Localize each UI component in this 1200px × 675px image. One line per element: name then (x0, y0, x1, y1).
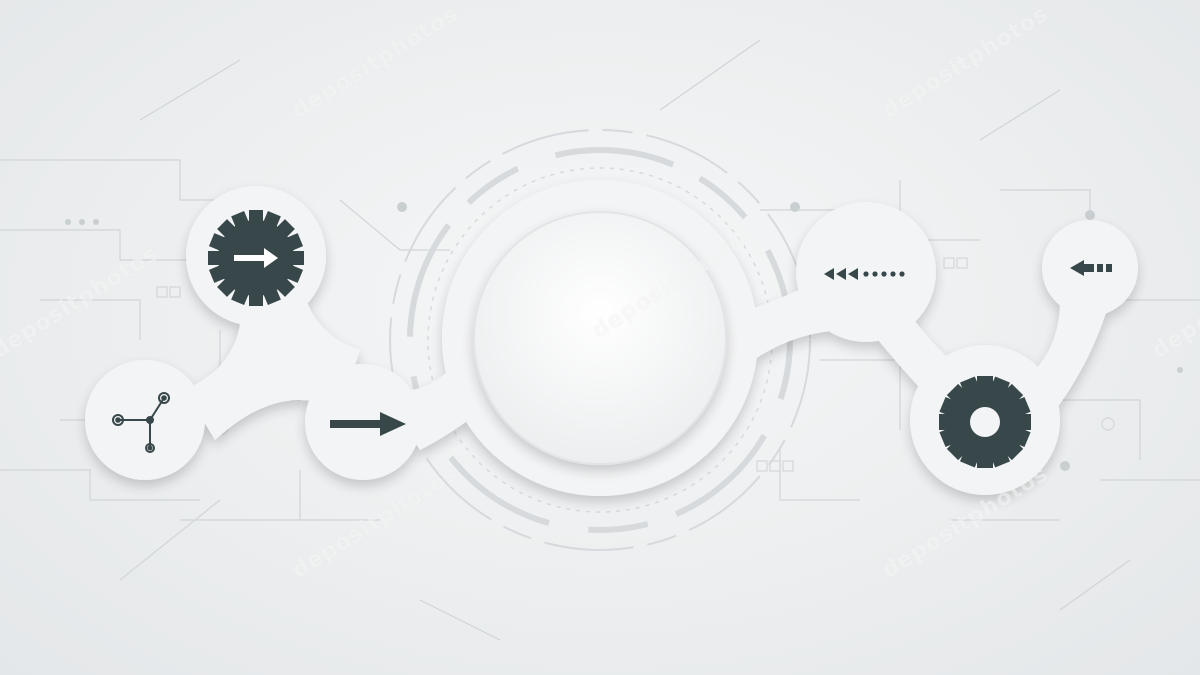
triple-chevron-left-dots-icon (824, 268, 905, 280)
gear-icon (939, 376, 1031, 468)
arrow-right-icon (330, 412, 406, 436)
network-nodes-icon (112, 392, 170, 453)
arrow-left-small-icon (1070, 260, 1112, 276)
gear-arrow-right-icon (208, 210, 304, 306)
center-circle (473, 211, 727, 465)
